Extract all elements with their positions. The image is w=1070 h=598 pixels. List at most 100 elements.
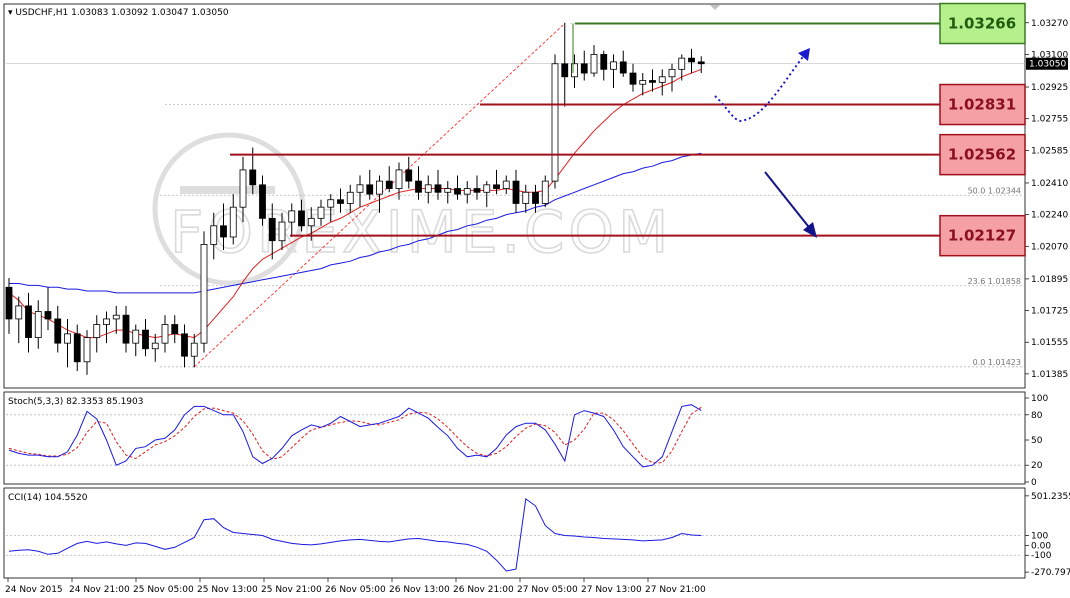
main-plot-layer: 50.0 1.02344 23.6 1.01858 0.0 1.01423 — [5, 22, 1025, 375]
candle-bull — [463, 188, 471, 195]
candle-bull — [34, 311, 42, 338]
candle-bull — [93, 324, 101, 338]
key-level-box — [939, 133, 1026, 176]
candle-bear — [142, 329, 149, 350]
candle-bull — [151, 342, 159, 350]
candle-bear — [268, 217, 276, 242]
watermark-logo: FOREXIME.COM — [152, 132, 672, 286]
key-level-label: 1.02831 — [948, 96, 1016, 114]
candle-bear — [405, 169, 413, 182]
stoch-tick-label: 20 — [1031, 461, 1043, 471]
price-tick-label: 1.01725 — [1031, 307, 1068, 317]
candle-bull — [210, 225, 218, 245]
cci-tick-label: 0.00 — [1031, 541, 1051, 551]
candle-bull — [132, 329, 140, 344]
cci-panel — [3, 487, 1026, 579]
price-tick-label: 1.03270 — [1031, 19, 1068, 29]
candle-bear — [697, 61, 705, 65]
stoch-main-line — [8, 404, 702, 468]
watermark-bar-icon — [180, 186, 275, 194]
candle-bear — [512, 180, 520, 204]
candle-bear — [473, 188, 481, 193]
price-tick-label: 1.01385 — [1031, 370, 1068, 380]
candle-bull — [229, 206, 237, 238]
current-price-box — [1026, 57, 1068, 70]
candle-bear — [600, 54, 608, 70]
candle-bull — [83, 337, 91, 363]
candle-bear — [44, 311, 52, 320]
shift-marker-icon — [710, 5, 720, 10]
price-tick-label: 1.02240 — [1031, 211, 1068, 221]
candle-bull — [288, 210, 296, 223]
candle-bear — [561, 63, 569, 78]
candle-bear — [181, 333, 188, 357]
cci-tick-label: 501.2355 — [1031, 492, 1070, 502]
candle-bull — [658, 76, 666, 83]
candle-bull — [15, 305, 23, 320]
candle-bear — [434, 184, 442, 193]
cci-plot-layer — [6, 498, 1022, 572]
key-level-box — [939, 83, 1026, 126]
fib-level-label: 0.0 1.01423 — [973, 358, 1021, 367]
forecast-down-line — [764, 171, 813, 232]
candle-bull — [522, 191, 530, 204]
cci-line — [8, 498, 702, 572]
candle-bull — [327, 199, 335, 208]
candle-bull — [502, 180, 510, 189]
key-level-box — [939, 2, 1026, 45]
stoch-signal-line — [8, 406, 702, 464]
candle-bear — [73, 333, 81, 363]
candle-bull — [483, 184, 491, 193]
candle-bear — [337, 199, 344, 204]
time-tick-label: 27 Nov 13:00 — [581, 585, 642, 595]
candle-bull — [190, 342, 198, 357]
candle-bull — [103, 318, 110, 325]
candle-bull — [444, 188, 452, 193]
arrow-up-icon — [798, 48, 810, 61]
stoch-title: Stoch(5,3,3) 82.3353 85.1903 — [8, 397, 143, 407]
candle-bull — [239, 169, 247, 208]
current-price-label: 1.03050 — [1029, 60, 1066, 70]
stoch-tick-label: 80 — [1031, 411, 1043, 421]
candle-bear — [532, 191, 539, 204]
candle-bull — [64, 333, 71, 344]
candle-bear — [122, 314, 130, 344]
candle-bull — [200, 244, 208, 344]
watermark-text: FOREXIME.COM — [170, 198, 672, 266]
candle-bear — [220, 225, 227, 238]
time-tick-label: 26 Nov 13:00 — [389, 585, 450, 595]
candle-bull — [678, 57, 686, 70]
candle-bear — [385, 180, 393, 189]
price-tick-label: 1.02925 — [1031, 83, 1068, 93]
ma-slow-line — [9, 152, 702, 294]
candle-bull — [317, 206, 325, 219]
price-tick-label: 1.02410 — [1031, 179, 1068, 189]
candle-bull — [571, 63, 578, 78]
candle-bear — [54, 318, 62, 344]
fib-level-label: 50.0 1.02344 — [968, 186, 1021, 195]
stoch-tick-label: 0 — [1031, 478, 1037, 488]
price-tick-label: 1.03100 — [1031, 50, 1068, 60]
axes-layer: 1.03270 1.03100 1.02925 1.02755 1.02585 1.024… — [5, 19, 1070, 595]
candle-bull — [639, 80, 647, 85]
candle-bull — [307, 217, 315, 227]
candle-bear — [580, 63, 588, 74]
price-tick-label: 1.02585 — [1031, 146, 1068, 156]
time-tick-label: 27 Nov 21:00 — [645, 585, 706, 595]
candle-bull — [424, 184, 432, 193]
watermark-ring-icon — [152, 132, 306, 286]
cci-tick-label: -100 — [1031, 551, 1052, 561]
candle-bull — [278, 221, 286, 242]
candle-bear — [259, 184, 266, 219]
fib-level-label: 23.6 1.01858 — [968, 277, 1021, 286]
time-tick-label: 24 Nov 21:00 — [69, 585, 130, 595]
time-tick-label: 26 Nov 05:00 — [325, 585, 386, 595]
candle-bull — [356, 184, 364, 193]
key-level-label: 1.02562 — [948, 146, 1016, 164]
time-tick-label: 25 Nov 05:00 — [133, 585, 194, 595]
chart-title: ▾ USDCHF,H1 1.03083 1.03092 1.03047 1.03… — [8, 8, 229, 18]
candle-bear — [629, 72, 637, 85]
